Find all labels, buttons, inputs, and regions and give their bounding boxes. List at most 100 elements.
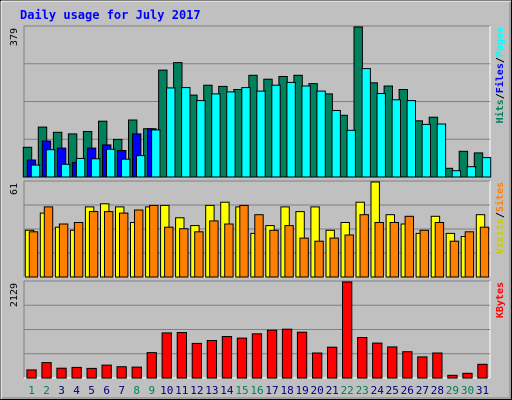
bar-sites-24 [374, 222, 384, 278]
x-tick-label-11: 11 [175, 384, 188, 397]
panel-sites_visits: 61 Visits/Sites [9, 180, 506, 278]
legend-item: / [495, 212, 506, 218]
bar-sites-11 [179, 228, 189, 278]
bar-sites-4 [73, 222, 84, 278]
bar-pages-17 [271, 84, 281, 178]
bar-sites-8 [134, 209, 144, 278]
x-tick-label-4: 4 [73, 384, 80, 397]
x-tick-label-9: 9 [148, 384, 155, 397]
bar-sites-25 [389, 222, 400, 278]
bar-kbytes-6 [101, 364, 112, 379]
bar-sites-15 [239, 204, 249, 278]
y-max-label: 379 [9, 28, 20, 46]
bar-kbytes-19 [296, 331, 308, 379]
x-axis-labels: 1 2 3 4 5 6 7 8 9 10 11 12 13 14 15 16 17 18 19 20 21 22 23 24 2… [28, 384, 489, 397]
bar-pages-23 [361, 68, 371, 178]
bar-pages-28 [436, 123, 447, 178]
x-tick-label-14: 14 [220, 384, 234, 397]
x-tick-label-3: 3 [58, 384, 65, 397]
bar-kbytes-24 [372, 342, 383, 379]
bar-pages-3 [60, 163, 71, 178]
bar-kbytes-26 [402, 351, 413, 379]
bar-pages-29 [451, 170, 462, 178]
bar-pages-25 [391, 99, 402, 178]
x-tick-label-28: 28 [431, 384, 444, 397]
bar-kbytes-10 [161, 332, 172, 379]
x-tick-label-26: 26 [401, 384, 414, 397]
bar-kbytes-25 [387, 346, 398, 379]
chart-title: Daily usage for July 2017 [20, 8, 201, 22]
bar-kbytes-27 [417, 356, 428, 379]
y-max-label: 61 [9, 183, 20, 195]
legend-item: Files [494, 63, 506, 93]
bar-pages-24 [376, 93, 386, 178]
x-tick-label-23: 23 [356, 384, 369, 397]
bar-sites-18 [284, 225, 294, 278]
x-tick-label-7: 7 [118, 384, 125, 397]
x-tick-label-19: 19 [295, 384, 308, 397]
legend-item: KBytes [495, 282, 506, 318]
x-tick-label-18: 18 [280, 384, 293, 397]
bar-kbytes-30 [462, 372, 473, 379]
bar-kbytes-23 [357, 337, 368, 379]
bar-pages-27 [421, 123, 432, 178]
bar-sites-19 [299, 237, 309, 278]
x-tick-label-16: 16 [250, 384, 263, 397]
x-tick-label-5: 5 [88, 384, 95, 397]
bar-pages-8 [136, 155, 146, 178]
bar-pages-13 [211, 93, 221, 178]
bar-sites-13 [209, 220, 219, 278]
bar-pages-4 [75, 157, 86, 178]
bar-sites-7 [119, 212, 129, 278]
x-tick-label-29: 29 [446, 384, 459, 397]
bar-kbytes-11 [176, 332, 187, 379]
x-tick-label-13: 13 [205, 384, 218, 397]
bar-sites-30 [464, 231, 475, 278]
bar-pages-1 [30, 164, 41, 178]
bar-kbytes-14 [221, 336, 233, 379]
legend-item: Hits [494, 99, 506, 123]
bar-pages-6 [106, 148, 116, 178]
panel-kbytes: 2129 KBytes [9, 280, 506, 379]
x-tick-label-22: 22 [341, 384, 354, 397]
bar-kbytes-1 [26, 369, 37, 379]
bar-kbytes-16 [251, 333, 263, 379]
bar-pages-2 [45, 149, 56, 178]
bar-sites-1 [28, 231, 39, 278]
bar-kbytes-2 [41, 362, 52, 379]
bar-pages-9 [151, 129, 161, 178]
bar-kbytes-12 [191, 342, 202, 379]
y-max-label: 2129 [9, 283, 20, 307]
bar-pages-22 [346, 129, 356, 178]
x-tick-label-2: 2 [43, 384, 50, 397]
x-tick-label-15: 15 [235, 384, 248, 397]
bar-pages-12 [196, 100, 206, 178]
bar-kbytes-20 [312, 352, 323, 379]
bar-kbytes-18 [281, 328, 293, 379]
bar-sites-17 [269, 229, 279, 278]
legend-panel2: Visits/Sites [494, 182, 506, 254]
legend-panel3: KBytes [495, 282, 506, 318]
bar-kbytes-29 [447, 374, 458, 379]
legend-item: Visits [494, 218, 506, 254]
bar-pages-5 [90, 158, 101, 178]
bar-sites-20 [314, 240, 324, 278]
bar-sites-12 [194, 231, 204, 278]
bar-sites-23 [359, 214, 369, 278]
bar-pages-16 [256, 90, 266, 178]
x-tick-label-25: 25 [386, 384, 399, 397]
x-tick-label-8: 8 [133, 384, 140, 397]
legend-item: Sites [494, 182, 506, 212]
bar-sites-6 [104, 211, 114, 278]
bar-sites-28 [434, 222, 445, 278]
legend-item: / [495, 57, 506, 63]
bar-hits-30 [458, 150, 469, 178]
legend-panel1: Hits/Files/Pages [494, 27, 506, 123]
bar-sites-3 [58, 223, 69, 278]
series-sites [28, 204, 490, 278]
x-tick-label-30: 30 [461, 384, 474, 397]
